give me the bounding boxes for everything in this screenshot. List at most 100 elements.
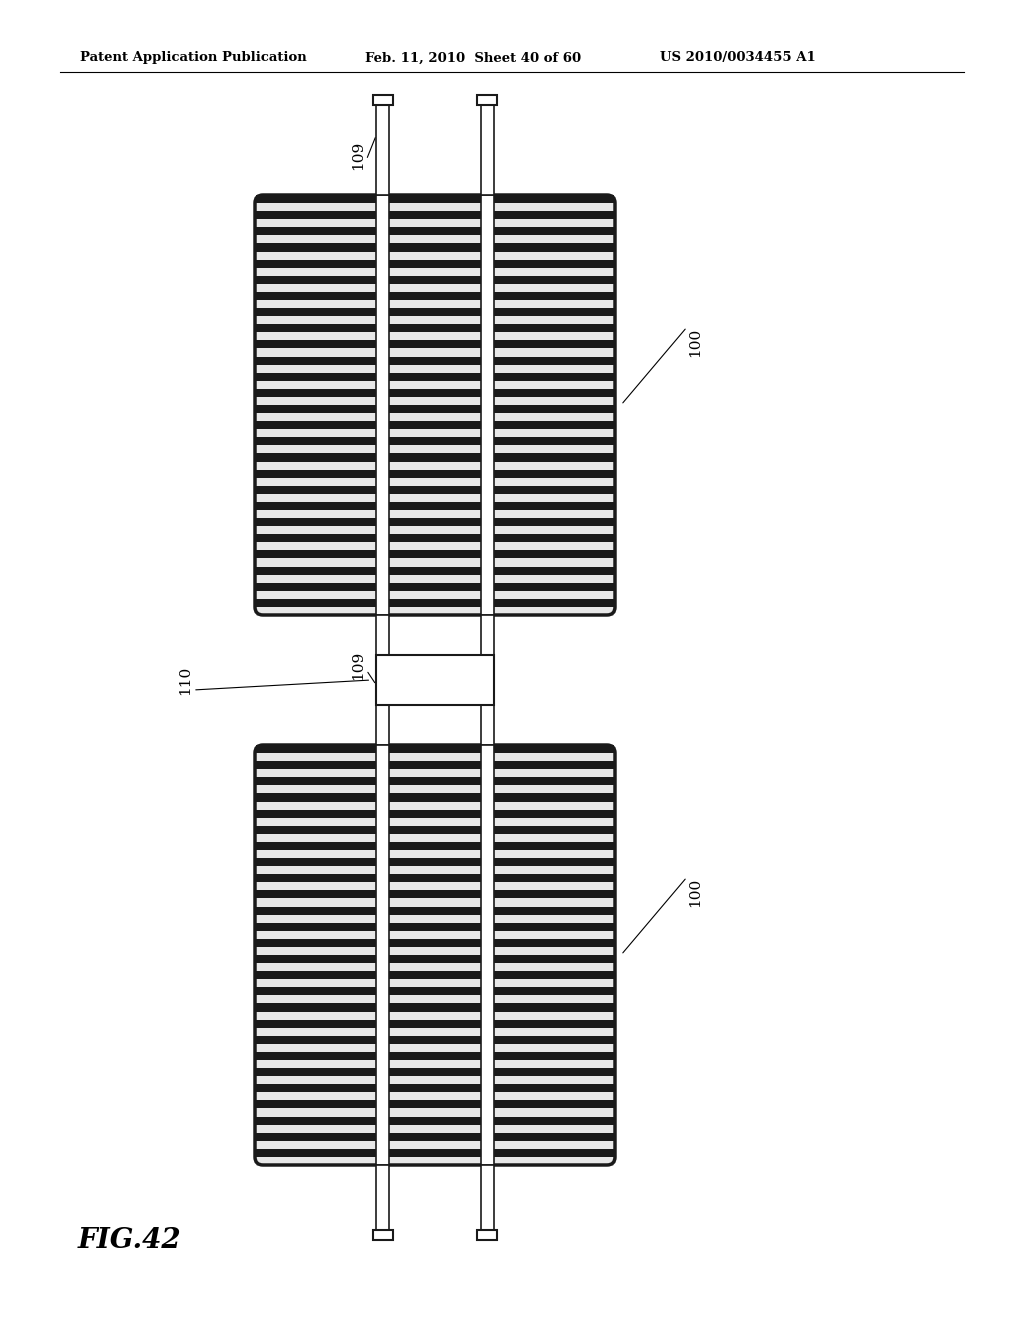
Bar xyxy=(256,543,614,550)
Bar xyxy=(256,1036,614,1044)
Bar xyxy=(256,777,614,785)
Bar xyxy=(256,413,614,421)
Bar xyxy=(256,964,614,972)
Bar xyxy=(256,770,614,777)
Bar xyxy=(256,582,614,591)
Bar xyxy=(256,923,614,932)
Bar xyxy=(256,372,614,381)
Bar xyxy=(256,268,614,276)
Bar xyxy=(256,939,614,948)
Bar xyxy=(256,380,614,389)
Bar xyxy=(256,252,614,260)
Bar xyxy=(256,842,614,850)
Bar xyxy=(256,470,614,478)
Bar xyxy=(256,607,614,615)
Bar xyxy=(256,341,614,348)
Bar xyxy=(256,979,614,987)
Bar xyxy=(256,445,614,454)
Text: 109: 109 xyxy=(351,651,366,680)
Bar xyxy=(373,95,393,106)
Bar xyxy=(256,954,614,964)
Bar xyxy=(256,195,614,203)
Bar xyxy=(256,517,614,527)
Bar xyxy=(256,494,614,503)
Bar xyxy=(480,744,494,1166)
Bar xyxy=(256,1076,614,1085)
Bar xyxy=(256,754,614,762)
Bar xyxy=(256,785,614,793)
Bar xyxy=(256,1133,614,1142)
Bar xyxy=(256,1011,614,1020)
Bar xyxy=(256,325,614,333)
Bar xyxy=(477,1230,498,1239)
Bar xyxy=(477,95,498,106)
Bar xyxy=(256,421,614,430)
Bar xyxy=(256,211,614,219)
Bar xyxy=(376,744,389,1166)
Bar xyxy=(480,615,494,744)
Bar xyxy=(373,1230,393,1239)
Bar xyxy=(256,1044,614,1052)
Bar xyxy=(256,891,614,899)
Bar xyxy=(256,550,614,558)
Bar xyxy=(256,850,614,858)
Bar xyxy=(256,817,614,826)
Bar xyxy=(256,1109,614,1117)
Bar xyxy=(256,308,614,317)
Bar xyxy=(256,1140,614,1150)
Bar xyxy=(256,462,614,470)
Bar xyxy=(256,235,614,244)
Text: 109: 109 xyxy=(351,140,366,170)
Bar xyxy=(256,397,614,405)
Text: 110: 110 xyxy=(178,665,193,694)
Bar xyxy=(256,809,614,818)
Bar xyxy=(256,907,614,915)
Bar xyxy=(376,106,389,195)
Bar xyxy=(256,203,614,211)
Bar xyxy=(256,1101,614,1109)
Bar xyxy=(256,364,614,374)
Bar xyxy=(256,915,614,923)
Bar xyxy=(256,333,614,341)
Bar xyxy=(376,1166,389,1230)
Bar xyxy=(256,762,614,770)
Bar xyxy=(256,931,614,940)
Bar xyxy=(256,1117,614,1125)
Text: Patent Application Publication: Patent Application Publication xyxy=(80,51,307,65)
Bar xyxy=(256,882,614,891)
Bar xyxy=(256,1125,614,1133)
Text: 100: 100 xyxy=(688,327,702,356)
Bar xyxy=(480,195,494,615)
Text: FIG.42: FIG.42 xyxy=(78,1226,181,1254)
Bar xyxy=(256,574,614,583)
Bar xyxy=(256,1019,614,1028)
Bar xyxy=(256,1052,614,1060)
Bar xyxy=(256,356,614,366)
Bar xyxy=(256,801,614,810)
Bar xyxy=(256,591,614,599)
Bar xyxy=(256,858,614,867)
Bar xyxy=(256,243,614,252)
Bar xyxy=(256,219,614,228)
Bar xyxy=(256,502,614,511)
Bar xyxy=(256,946,614,956)
Bar xyxy=(256,1028,614,1036)
Bar xyxy=(256,535,614,543)
Bar xyxy=(256,558,614,568)
Bar xyxy=(256,1148,614,1158)
Bar xyxy=(256,260,614,268)
Bar xyxy=(376,615,389,744)
Bar xyxy=(256,405,614,413)
Bar xyxy=(256,866,614,875)
Bar xyxy=(256,874,614,883)
Bar xyxy=(256,1068,614,1077)
Bar xyxy=(256,793,614,803)
Bar xyxy=(256,510,614,519)
Text: 100: 100 xyxy=(688,878,702,907)
Bar xyxy=(256,478,614,486)
Bar xyxy=(256,227,614,236)
Bar xyxy=(256,429,614,438)
Bar xyxy=(256,1003,614,1012)
Bar xyxy=(256,987,614,995)
Bar xyxy=(256,1156,614,1166)
